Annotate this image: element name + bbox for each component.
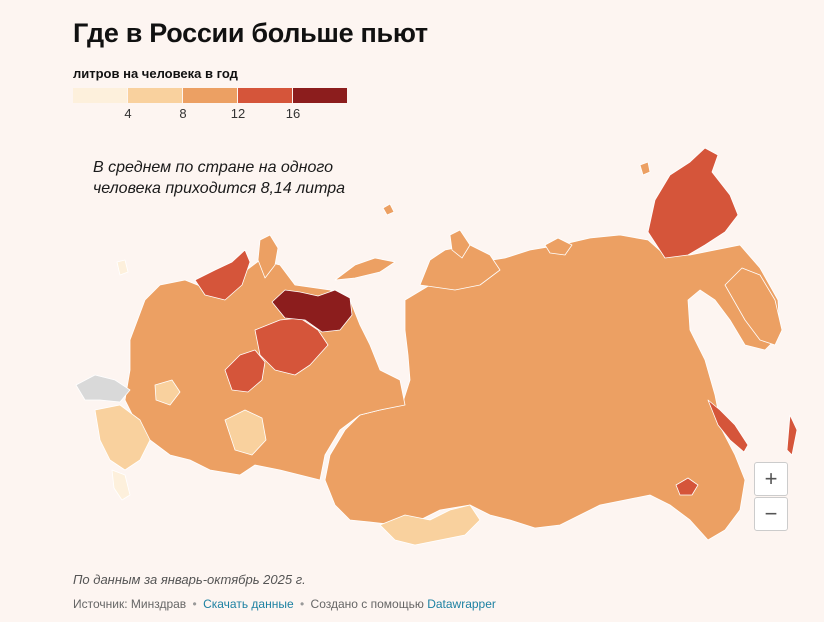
page-title: Где в России больше пьют (73, 18, 428, 48)
region[interactable] (257, 234, 279, 279)
region[interactable] (224, 349, 266, 393)
region[interactable] (224, 409, 267, 456)
region[interactable] (639, 161, 651, 176)
data-note: По данным за январь-октябрь 2025 г. (73, 572, 306, 587)
legend-title: литров на человека в год (73, 66, 238, 81)
footer-separator: • (299, 597, 305, 611)
region[interactable] (544, 237, 573, 256)
region[interactable] (707, 399, 749, 453)
annotation-line: В среднем по стране на одного (93, 159, 333, 176)
region[interactable] (271, 289, 353, 333)
russia-choropleth-map[interactable] (0, 130, 824, 560)
legend-tick: 12 (230, 106, 246, 121)
color-legend (73, 88, 348, 103)
region[interactable] (449, 229, 471, 259)
region[interactable] (154, 379, 181, 406)
map-annotation: В среднем по стране на одного человека п… (93, 157, 345, 199)
source-text: Источник: Минздрав (73, 597, 187, 611)
region[interactable] (116, 259, 129, 276)
region[interactable] (675, 477, 699, 496)
region[interactable] (254, 317, 329, 376)
region[interactable] (724, 267, 783, 346)
zoom-in-button[interactable]: + (754, 462, 788, 496)
legend-bin-5 (293, 88, 347, 103)
download-data-link[interactable]: Скачать данные (203, 597, 294, 611)
region[interactable] (111, 469, 131, 501)
legend-tick: 4 (124, 106, 132, 121)
legend-bin-3 (183, 88, 237, 103)
legend-ticks: 4 8 12 16 (73, 106, 353, 122)
region-no-data[interactable] (75, 374, 131, 403)
created-with-text: Создано с помощью (310, 597, 424, 611)
region[interactable] (647, 147, 739, 259)
legend-bin-1 (73, 88, 127, 103)
region[interactable] (194, 249, 251, 301)
region[interactable] (94, 404, 151, 471)
annotation-line: человека приходится 8,14 литра (93, 180, 346, 197)
zoom-out-button[interactable]: − (754, 497, 788, 531)
legend-bin-4 (238, 88, 292, 103)
legend-bin-2 (128, 88, 182, 103)
region[interactable] (786, 414, 798, 456)
region[interactable] (334, 257, 396, 281)
footer-credits: Источник: Минздрав • Скачать данные • Со… (73, 597, 496, 611)
region[interactable] (419, 244, 501, 291)
legend-tick: 8 (179, 106, 187, 121)
region[interactable] (382, 203, 395, 216)
footer-separator: • (192, 597, 197, 611)
datawrapper-link[interactable]: Datawrapper (427, 597, 496, 611)
legend-tick: 16 (285, 106, 301, 121)
region[interactable] (379, 504, 481, 546)
